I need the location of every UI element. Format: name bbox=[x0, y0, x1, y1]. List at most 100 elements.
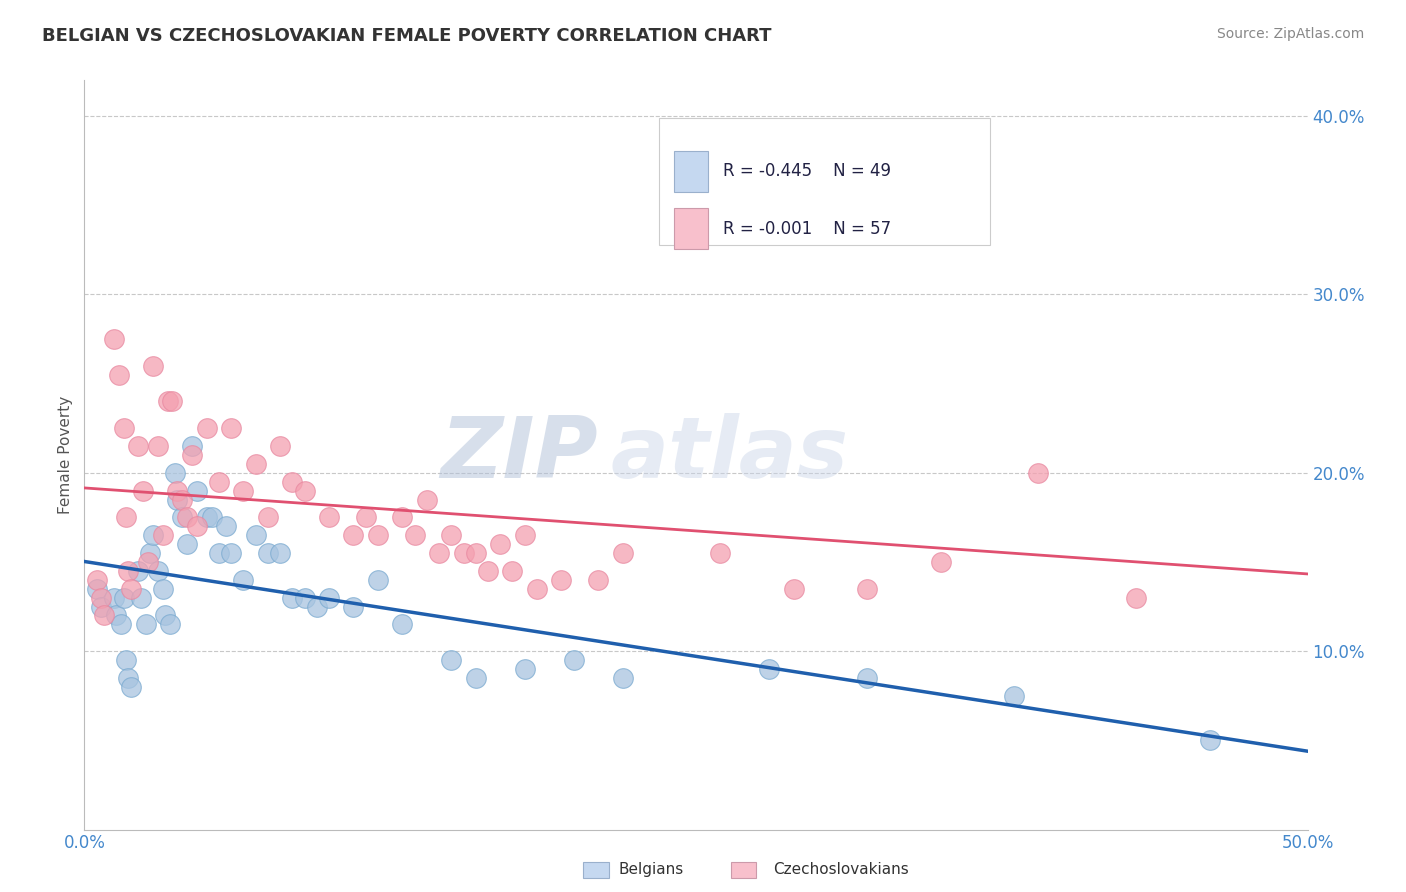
Point bbox=[586, 573, 609, 587]
Point bbox=[146, 564, 169, 578]
Point bbox=[342, 599, 364, 614]
Point bbox=[142, 359, 165, 373]
Point bbox=[176, 537, 198, 551]
Point bbox=[318, 510, 340, 524]
Point bbox=[477, 564, 499, 578]
Point bbox=[86, 582, 108, 596]
Point bbox=[136, 555, 159, 569]
Point bbox=[416, 492, 439, 507]
Point bbox=[550, 573, 572, 587]
FancyBboxPatch shape bbox=[673, 208, 709, 249]
Point bbox=[142, 528, 165, 542]
Point bbox=[152, 528, 174, 542]
Point bbox=[132, 483, 155, 498]
Point bbox=[294, 591, 316, 605]
Point bbox=[117, 564, 139, 578]
Point bbox=[93, 608, 115, 623]
Point bbox=[195, 510, 218, 524]
Point bbox=[453, 546, 475, 560]
Point bbox=[305, 599, 328, 614]
Point bbox=[391, 617, 413, 632]
Point bbox=[166, 492, 188, 507]
Point bbox=[856, 671, 879, 685]
Point bbox=[427, 546, 450, 560]
Point bbox=[127, 564, 149, 578]
Text: BELGIAN VS CZECHOSLOVAKIAN FEMALE POVERTY CORRELATION CHART: BELGIAN VS CZECHOSLOVAKIAN FEMALE POVERT… bbox=[42, 27, 772, 45]
Point bbox=[115, 653, 138, 667]
Point bbox=[929, 555, 952, 569]
Point bbox=[612, 671, 634, 685]
Point bbox=[367, 573, 389, 587]
Point bbox=[110, 617, 132, 632]
Point bbox=[489, 537, 512, 551]
Point bbox=[90, 599, 112, 614]
Y-axis label: Female Poverty: Female Poverty bbox=[58, 396, 73, 514]
Text: Belgians: Belgians bbox=[619, 863, 683, 877]
Point bbox=[464, 671, 486, 685]
Point bbox=[159, 617, 181, 632]
Point bbox=[281, 591, 304, 605]
Point bbox=[245, 528, 267, 542]
Point bbox=[186, 483, 208, 498]
Point bbox=[1198, 733, 1220, 747]
Point bbox=[1125, 591, 1147, 605]
Point bbox=[709, 546, 731, 560]
Point bbox=[391, 510, 413, 524]
Text: R = -0.445    N = 49: R = -0.445 N = 49 bbox=[723, 162, 891, 180]
Point bbox=[195, 421, 218, 435]
Point bbox=[153, 608, 176, 623]
Point bbox=[513, 662, 536, 676]
Point bbox=[513, 528, 536, 542]
Point bbox=[135, 617, 157, 632]
Text: Czechoslovakians: Czechoslovakians bbox=[773, 863, 910, 877]
Point bbox=[257, 510, 280, 524]
Point bbox=[146, 439, 169, 453]
Point bbox=[120, 582, 142, 596]
Point bbox=[367, 528, 389, 542]
Point bbox=[404, 528, 426, 542]
Point bbox=[186, 519, 208, 533]
Point bbox=[562, 653, 585, 667]
Point bbox=[152, 582, 174, 596]
Point bbox=[219, 546, 242, 560]
Point bbox=[120, 680, 142, 694]
Text: R = -0.001    N = 57: R = -0.001 N = 57 bbox=[723, 219, 891, 237]
Text: Source: ZipAtlas.com: Source: ZipAtlas.com bbox=[1216, 27, 1364, 41]
Point bbox=[172, 492, 194, 507]
Point bbox=[162, 394, 184, 409]
Point bbox=[440, 528, 463, 542]
FancyBboxPatch shape bbox=[673, 151, 709, 192]
Text: ZIP: ZIP bbox=[440, 413, 598, 497]
Point bbox=[115, 510, 138, 524]
Point bbox=[232, 573, 254, 587]
Point bbox=[354, 510, 377, 524]
Point bbox=[86, 573, 108, 587]
Point bbox=[112, 421, 135, 435]
Point bbox=[172, 510, 194, 524]
Point bbox=[103, 332, 125, 346]
Point bbox=[807, 207, 830, 221]
Point bbox=[232, 483, 254, 498]
Point bbox=[139, 546, 162, 560]
Point bbox=[245, 457, 267, 471]
Point bbox=[163, 466, 186, 480]
FancyBboxPatch shape bbox=[659, 118, 990, 245]
Point bbox=[117, 671, 139, 685]
Point bbox=[269, 439, 291, 453]
Point bbox=[215, 519, 238, 533]
Text: atlas: atlas bbox=[610, 413, 848, 497]
Point bbox=[127, 439, 149, 453]
Point bbox=[176, 510, 198, 524]
Point bbox=[181, 448, 204, 462]
Point bbox=[269, 546, 291, 560]
Point bbox=[107, 368, 129, 382]
Point bbox=[612, 546, 634, 560]
Point bbox=[440, 653, 463, 667]
Point bbox=[856, 582, 879, 596]
Point bbox=[156, 394, 179, 409]
Point bbox=[464, 546, 486, 560]
Point bbox=[219, 421, 242, 435]
Point bbox=[1002, 689, 1025, 703]
Point bbox=[783, 582, 806, 596]
Point bbox=[526, 582, 548, 596]
